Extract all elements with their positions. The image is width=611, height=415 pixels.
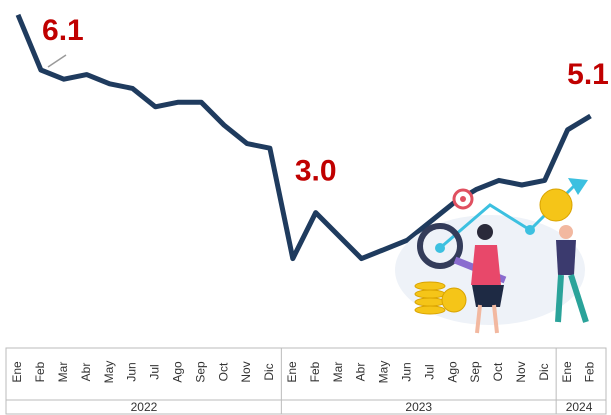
x-tick-label: Ene: [10, 361, 24, 383]
x-tick-label: Jul: [148, 364, 162, 379]
x-tick-label: Nov: [239, 361, 253, 382]
x-tick-label: Dic: [537, 363, 551, 380]
x-group-label: 2023: [405, 400, 432, 414]
x-tick-label: Jul: [422, 364, 436, 379]
x-tick-label: May: [377, 361, 391, 384]
x-group-label: 2024: [566, 400, 593, 414]
x-tick-label: Sep: [468, 361, 482, 383]
value-label: 5.1: [567, 58, 609, 91]
x-group-label: 2022: [131, 400, 158, 414]
x-tick-label: Ene: [285, 361, 299, 383]
x-tick-label: Jun: [125, 362, 139, 381]
x-tick-label: Feb: [33, 361, 47, 382]
value-label: 3.0: [295, 155, 337, 188]
x-tick-label: Ago: [170, 361, 184, 383]
illustration: [395, 178, 589, 334]
x-tick-label: Jun: [399, 362, 413, 381]
line: [15, 13, 592, 262]
x-tick-label: Ene: [560, 361, 574, 383]
x-tick-label: Mar: [331, 362, 345, 383]
x-tick-label: May: [102, 361, 116, 384]
x-tick-label: Mar: [56, 362, 70, 383]
x-tick-label: Oct: [491, 362, 505, 381]
x-tick-label: Nov: [514, 361, 528, 382]
x-tick-label: Abr: [354, 363, 368, 382]
x-tick-label: Feb: [308, 361, 322, 382]
x-tick-label: Abr: [79, 363, 93, 382]
x-tick-label: Feb: [583, 361, 597, 382]
x-tick-label: Oct: [216, 362, 230, 381]
value-label: 6.1: [42, 14, 84, 47]
axis-box: [5, 347, 607, 415]
x-tick-label: Ago: [445, 361, 459, 383]
x-tick-label: Sep: [193, 361, 207, 383]
x-tick-label: Dic: [262, 363, 276, 380]
leader-line: [47, 54, 67, 68]
